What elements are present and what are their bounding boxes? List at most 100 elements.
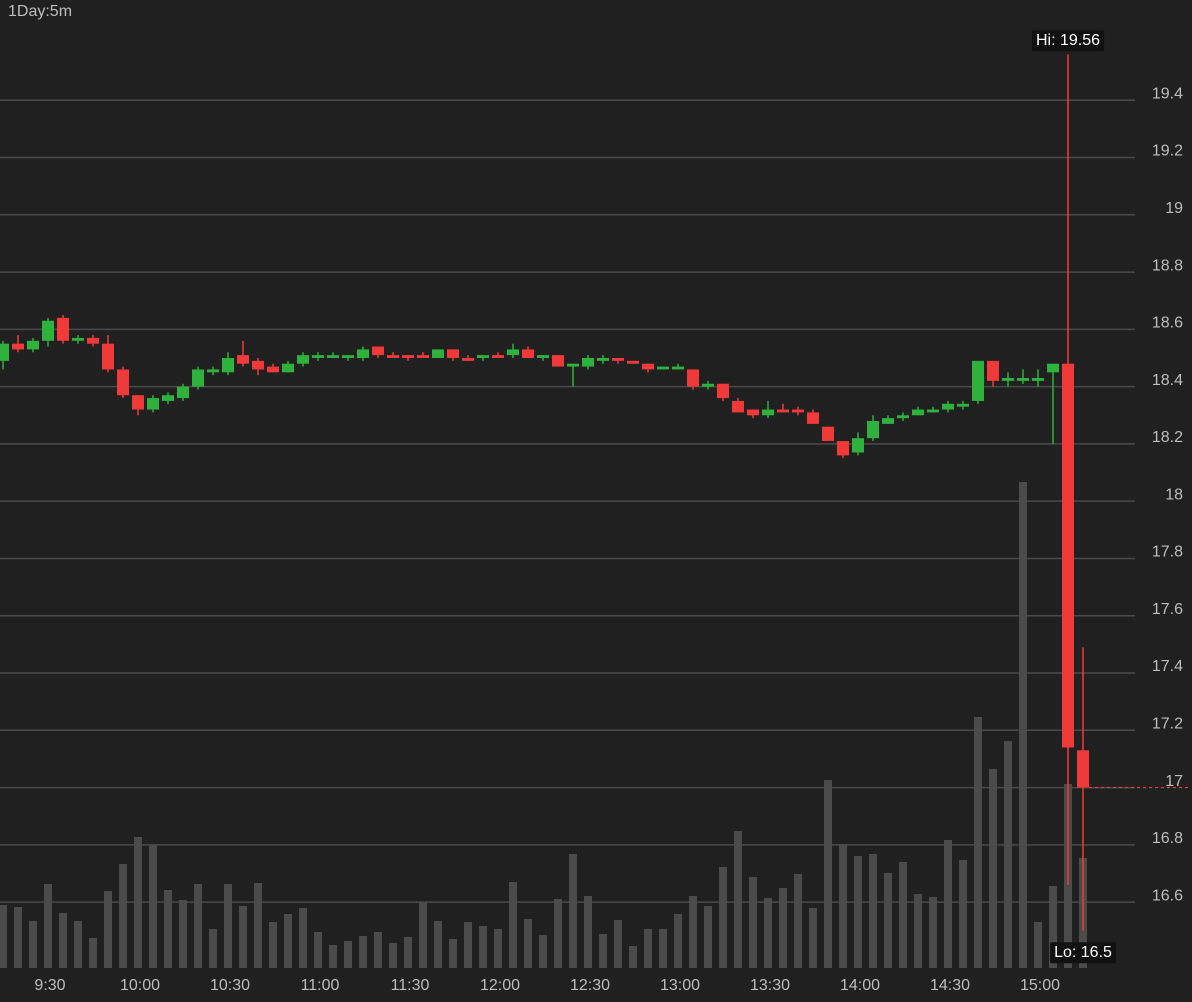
volume-bar (794, 874, 802, 968)
candle-body (717, 383, 729, 399)
x-tick-label: 9:30 (34, 977, 65, 994)
candle-body (822, 426, 834, 442)
volume-bar (869, 854, 877, 968)
volume-bar (134, 837, 142, 968)
volume-bar (494, 929, 502, 968)
y-tick-label: 18.6 (1152, 315, 1183, 332)
y-tick-label: 18.4 (1152, 372, 1183, 389)
volume-bar (239, 906, 247, 968)
candle-body (1002, 378, 1014, 381)
candle-body (387, 355, 399, 358)
volume-bar (344, 941, 352, 968)
candle-body (657, 366, 669, 370)
candle-body (222, 357, 234, 373)
candle-body (1062, 363, 1074, 748)
volume-bar (809, 908, 817, 968)
volume-bar (1034, 922, 1042, 968)
volume-bar (104, 891, 112, 968)
candle-body (237, 355, 249, 364)
candle-body (507, 349, 519, 356)
volume-bar (419, 902, 427, 968)
candle-body (522, 349, 534, 358)
volume-bar (59, 913, 67, 968)
volume-bar (614, 920, 622, 968)
volume-bar (1019, 482, 1027, 968)
volume-bar (29, 921, 37, 968)
candle-body (582, 357, 594, 367)
candle-body (327, 355, 339, 358)
candle-body (912, 409, 924, 416)
candle-body (477, 355, 489, 358)
volume-bar (704, 906, 712, 968)
candle-body (732, 400, 744, 413)
volume-bar (89, 938, 97, 968)
volume-bar (359, 936, 367, 968)
volume-bar (779, 888, 787, 968)
y-tick-label: 18 (1165, 486, 1183, 503)
candle-body (207, 369, 219, 373)
x-tick-label: 15:00 (1020, 977, 1060, 994)
candle-body (972, 360, 984, 401)
candle-body (642, 363, 654, 370)
candle-body (897, 415, 909, 419)
candle-body (1017, 378, 1029, 381)
candle-body (747, 409, 759, 416)
volume-bar (554, 899, 562, 968)
candle-body (87, 337, 99, 344)
candle-body (0, 343, 9, 361)
volume-bar (164, 890, 172, 968)
candle-body (762, 409, 774, 416)
candle-body (147, 398, 159, 410)
candle-body (672, 366, 684, 370)
annotation-box (1031, 30, 1105, 52)
x-tick-label: 10:00 (120, 977, 160, 994)
candle-body (1047, 363, 1059, 373)
volume-bar (0, 905, 7, 968)
candle-body (132, 395, 144, 410)
volume-bar (299, 908, 307, 968)
volume-bar (854, 856, 862, 968)
volume-bar (254, 883, 262, 968)
candle-body (357, 349, 369, 358)
candle-body (12, 343, 24, 350)
volume-bar (734, 831, 742, 968)
candle-body (612, 357, 624, 361)
volume-bar (629, 946, 637, 968)
candle-body (162, 395, 174, 401)
y-tick-label: 19.4 (1152, 85, 1183, 102)
volume-bar (914, 894, 922, 968)
candle-body (627, 360, 639, 364)
candle-body (177, 386, 189, 399)
volume-bar (824, 780, 832, 968)
volume-bar (929, 897, 937, 968)
candle-body (537, 355, 549, 358)
volume-bar (434, 921, 442, 968)
candle-body (687, 369, 699, 387)
candle-body (567, 363, 579, 367)
volume-bar (674, 914, 682, 968)
candle-body (942, 403, 954, 410)
candle-body (72, 337, 84, 341)
annotation: Hi: 19.56 (1036, 32, 1100, 49)
volume-bar (194, 884, 202, 968)
volume-bar (284, 914, 292, 968)
y-tick-label: 17.4 (1152, 658, 1183, 675)
volume-bar (449, 939, 457, 968)
volume-bar (329, 945, 337, 968)
x-tick-label: 13:30 (750, 977, 790, 994)
volume-bar (569, 854, 577, 968)
volume-bar (689, 896, 697, 968)
candle-body (297, 355, 309, 364)
y-tick-label: 16.6 (1152, 887, 1183, 904)
candle-body (777, 409, 789, 413)
candle-body (492, 355, 504, 358)
y-tick-label: 17 (1165, 773, 1183, 790)
candle-body (807, 412, 819, 424)
candle-body (117, 369, 129, 396)
candle-body (882, 418, 894, 424)
volume-bar (974, 717, 982, 968)
chart-title: 1Day:5m (8, 3, 72, 20)
x-tick-label: 12:30 (570, 977, 610, 994)
candle-body (447, 349, 459, 358)
